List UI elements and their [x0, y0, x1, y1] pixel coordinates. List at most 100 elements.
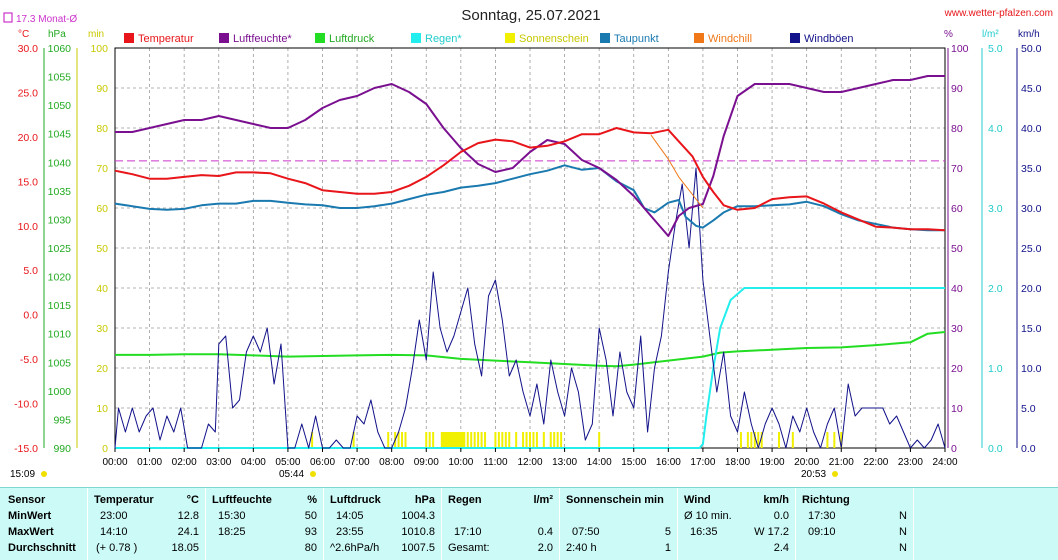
sunrise-label: 05:44 [279, 469, 304, 480]
series-line-temperatur [114, 127, 946, 232]
sunshine-bar [791, 432, 794, 448]
x-tick-label: 15:00 [621, 457, 646, 468]
x-tick-label: 19:00 [760, 457, 785, 468]
stats-header-rain: Regen [448, 494, 482, 506]
y-tick-label-wind: 45.0 [1021, 83, 1042, 95]
stats-avg-humidity-value: 80 [304, 542, 317, 554]
x-tick-label: 24:00 [932, 457, 957, 468]
x-tick-label: 01:00 [137, 457, 162, 468]
sunshine-bar [529, 432, 531, 448]
stats-header-wind-unit: km/h [763, 494, 789, 506]
stats-max-rain-time: 17:10 [454, 526, 482, 538]
y-tick-label-sun_minutes: 10 [96, 403, 108, 415]
sunshine-bar [484, 432, 487, 448]
y-tick-label-temp: -15.0 [14, 443, 38, 455]
sunshine-bar [560, 432, 563, 448]
stats-header-wind: Wind [684, 494, 711, 506]
site-url: www.wetter-pfalzen.com [944, 8, 1053, 19]
legend-swatch [694, 33, 704, 43]
sunshine-bar [553, 432, 556, 448]
sunshine-bar [542, 432, 545, 448]
legend-label: Windchill [708, 33, 752, 45]
sunshine-bar [466, 432, 469, 448]
month-avg-label: 17.3 Monat-Ø [16, 14, 77, 25]
stats-min-direction-value: N [899, 510, 907, 522]
y-tick-label-wind: 20.0 [1021, 283, 1042, 295]
y-tick-label-pressure: 1060 [48, 43, 72, 55]
legend-swatch [600, 33, 610, 43]
y-tick-label-pressure: 1005 [48, 357, 72, 369]
x-tick-label: 09:00 [414, 457, 439, 468]
sunshine-bar [739, 432, 742, 448]
y-tick-label-sun_minutes: 50 [96, 243, 108, 255]
sunshine-bar [598, 432, 601, 448]
y-tick-label-temp: 30.0 [18, 43, 39, 55]
stats-sunshine-total-hours: 2:40 h [566, 542, 597, 554]
sunshine-bar [497, 432, 500, 448]
x-tick-label: 03:00 [206, 457, 231, 468]
stats-header-rain-unit: l/m² [533, 494, 553, 506]
chart-grid [115, 48, 945, 448]
legend-label: Taupunkt [614, 33, 659, 45]
y-tick-label-sun_minutes: 70 [96, 163, 108, 175]
y-tick-label-humidity: 10 [951, 403, 963, 415]
stats-header-humidity: Luftfeuchte [212, 494, 272, 506]
stats-avg-sunshine-value: 1 [664, 542, 671, 554]
x-tick-label: 12:00 [517, 457, 542, 468]
y-tick-label-wind: 40.0 [1021, 123, 1042, 135]
sunshine-bar [463, 432, 466, 448]
y-tick-label-wind: 25.0 [1021, 243, 1042, 255]
stats-max-sunshine-value: 5 [664, 526, 671, 538]
x-tick-label: 04:00 [241, 457, 266, 468]
chart-series [114, 75, 946, 449]
sunshine-bar [458, 432, 461, 448]
y-tick-label-sun_minutes: 90 [96, 83, 108, 95]
stats-row-min-label: MinWert [8, 510, 52, 522]
sunset-sun-icon [832, 471, 838, 477]
night-start-label: 15:09 [10, 469, 35, 480]
stats-rain-total-label: Gesamt: [448, 542, 490, 554]
y-tick-label-rain: 4.0 [988, 123, 1003, 135]
sunshine-bar [442, 432, 445, 448]
stats-min-direction-time: 17:30 [808, 510, 836, 522]
y-tick-label-sun_minutes: 0 [102, 443, 108, 455]
stats-avg-temp-delta: (+ 0.78 ) [96, 542, 138, 554]
y-tick-label-pressure: 1015 [48, 300, 72, 312]
stats-max-pressure-time: 23:55 [336, 526, 364, 538]
stats-min-pressure-value: 1004.3 [401, 510, 435, 522]
y-tick-label-humidity: 60 [951, 203, 963, 215]
stats-avg-pressure-value: 1007.5 [401, 542, 435, 554]
stats-header-humidity-unit: % [307, 494, 317, 506]
stats-col-rain: Regen l/m² 17:10 0.4 Gesamt: 2.0 [442, 488, 560, 560]
month-avg-swatch [3, 12, 13, 23]
y-tick-label-temp: 10.0 [18, 221, 39, 233]
x-tick-label: 21:00 [829, 457, 854, 468]
stats-max-humidity-time: 18:25 [218, 526, 246, 538]
sunset-label: 20:53 [801, 469, 826, 480]
night-start-sun-icon [41, 471, 47, 477]
x-tick-label: 17:00 [690, 457, 715, 468]
stats-max-sunshine-time: 07:50 [572, 526, 600, 538]
x-tick-label: 08:00 [379, 457, 404, 468]
sunshine-bar [447, 432, 450, 448]
sunshine-bar [508, 432, 511, 448]
legend-swatch [505, 33, 515, 43]
stats-max-wind-time: 16:35 [690, 526, 718, 538]
sunshine-bar [444, 432, 447, 448]
sunshine-bar [833, 432, 836, 448]
y-tick-label-pressure: 1055 [48, 72, 72, 84]
sunrise-sun-icon [310, 471, 316, 477]
legend-swatch [790, 33, 800, 43]
stats-avg-pressure-trend: ^2.6hPa/h [330, 542, 380, 554]
sunshine-bar [473, 432, 476, 448]
y-tick-label-sun_minutes: 30 [96, 323, 108, 335]
x-tick-label: 22:00 [863, 457, 888, 468]
y-tick-label-temp: 25.0 [18, 87, 39, 99]
x-tick-label: 07:00 [345, 457, 370, 468]
sunshine-bar [753, 432, 756, 448]
y-tick-label-humidity: 100 [951, 43, 969, 55]
chart-axes: 00:00 01:00 02:00 03:00 04:00 05:00 06:00 07:00… [14, 43, 1042, 468]
legend-label: Regen* [425, 33, 462, 45]
legend-label: Temperatur [138, 33, 194, 45]
y-tick-label-humidity: 30 [951, 323, 963, 335]
